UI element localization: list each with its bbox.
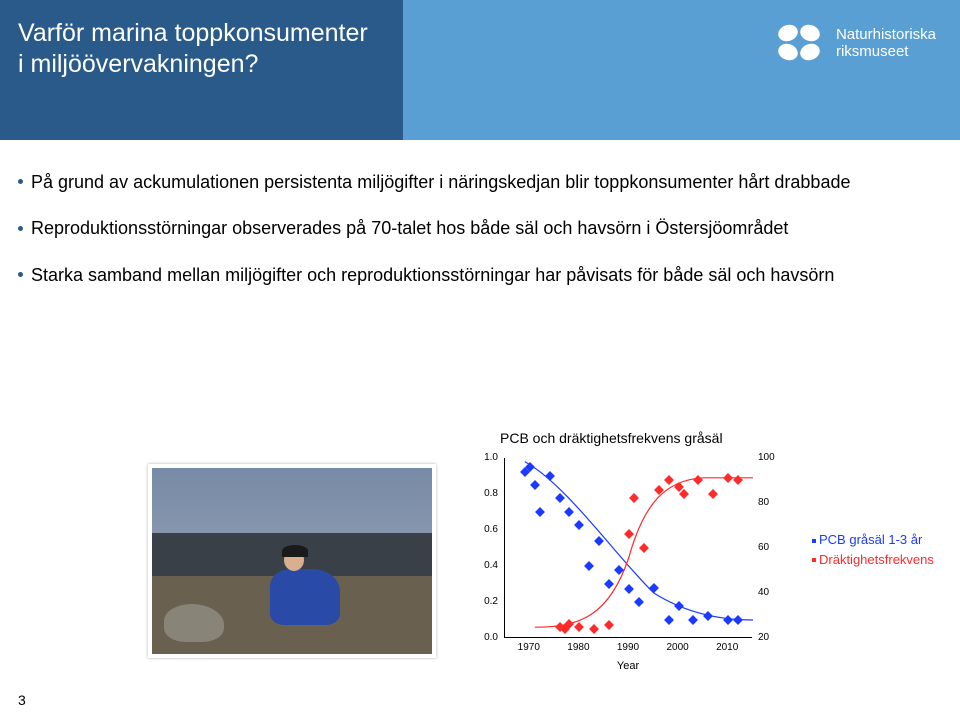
bullet-text: Starka samband mellan miljögifter och re… [31,265,834,285]
header: Varför marina toppkonsumenter i miljööve… [0,0,960,140]
org-name: Naturhistoriska riksmuseet [836,26,936,61]
chart-curves [505,458,753,638]
logo-mark-icon [774,22,826,64]
y-right-tick: 60 [758,542,784,553]
y-right-tick: 40 [758,587,784,598]
y-left-tick: 0.0 [472,632,498,643]
y-right-tick: 100 [758,452,784,463]
x-tick: 2010 [712,642,742,653]
bullet-item: På grund av ackumulationen persistenta m… [18,170,918,194]
photo-jacket [270,569,340,625]
y-right-tick: 20 [758,632,784,643]
org-name-l2: riksmuseet [836,43,936,60]
image-row: PCB och dräktighetsfrekvens gråsäl 0.00.… [0,430,960,690]
bullet-text: Reproduktionsstörningar observerades på … [31,218,788,238]
x-tick: 1980 [563,642,593,653]
photo-hat [282,545,308,557]
legend-text: Dräktighetsfrekvens [819,552,934,567]
y-right-tick: 80 [758,497,784,508]
legend-bullet-icon [812,539,816,543]
legend-freq: Dräktighetsfrekvens [812,550,934,570]
bullet-item: Starka samband mellan miljögifter och re… [18,263,918,287]
photo-person [270,539,348,629]
header-lightbar [403,0,960,140]
photo-seal [164,604,224,642]
org-name-l1: Naturhistoriska [836,26,936,43]
slide-title: Varför marina toppkonsumenter i miljööve… [18,18,398,81]
body-content: På grund av ackumulationen persistenta m… [18,170,918,309]
bullet-dot-icon [18,179,23,184]
bullet-dot-icon [18,226,23,231]
chart-title: PCB och dräktighetsfrekvens gråsäl [500,430,800,446]
x-tick: 1970 [514,642,544,653]
legend-text: PCB gråsäl 1-3 år [819,532,922,547]
legend-bullet-icon [812,558,816,562]
legend-pcb: PCB gråsäl 1-3 år [812,530,934,550]
y-left-tick: 0.4 [472,560,498,571]
y-left-tick: 0.2 [472,596,498,607]
title-line1: Varför marina toppkonsumenter [18,19,368,47]
org-logo: Naturhistoriska riksmuseet [774,22,936,64]
chart-container: PCB och dräktighetsfrekvens gråsäl 0.00.… [460,430,800,690]
bullet-dot-icon [18,272,23,277]
chart-legend: PCB gråsäl 1-3 år Dräktighetsfrekvens [812,530,934,569]
x-tick: 2000 [663,642,693,653]
chart: 0.0 0.2 0.4 0.6 0.8 1.0 20 40 60 80 100 1970 1980 1… [460,450,790,670]
y-left-tick: 0.8 [472,488,498,499]
y-left-tick: 0.6 [472,524,498,535]
x-tick: 1990 [613,642,643,653]
title-line2: i miljöövervakningen? [18,50,258,78]
page-number: 3 [18,692,26,708]
chart-x-label: Year [617,660,639,672]
chart-plot-area [504,458,752,638]
bullet-item: Reproduktionsstörningar observerades på … [18,216,918,240]
y-left-tick: 1.0 [472,452,498,463]
photo-seal-researcher [148,464,436,658]
bullet-text: På grund av ackumulationen persistenta m… [31,172,850,192]
